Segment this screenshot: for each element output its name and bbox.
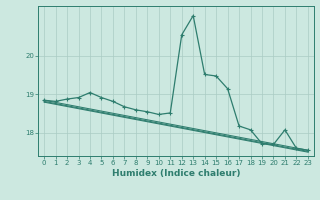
X-axis label: Humidex (Indice chaleur): Humidex (Indice chaleur) (112, 169, 240, 178)
